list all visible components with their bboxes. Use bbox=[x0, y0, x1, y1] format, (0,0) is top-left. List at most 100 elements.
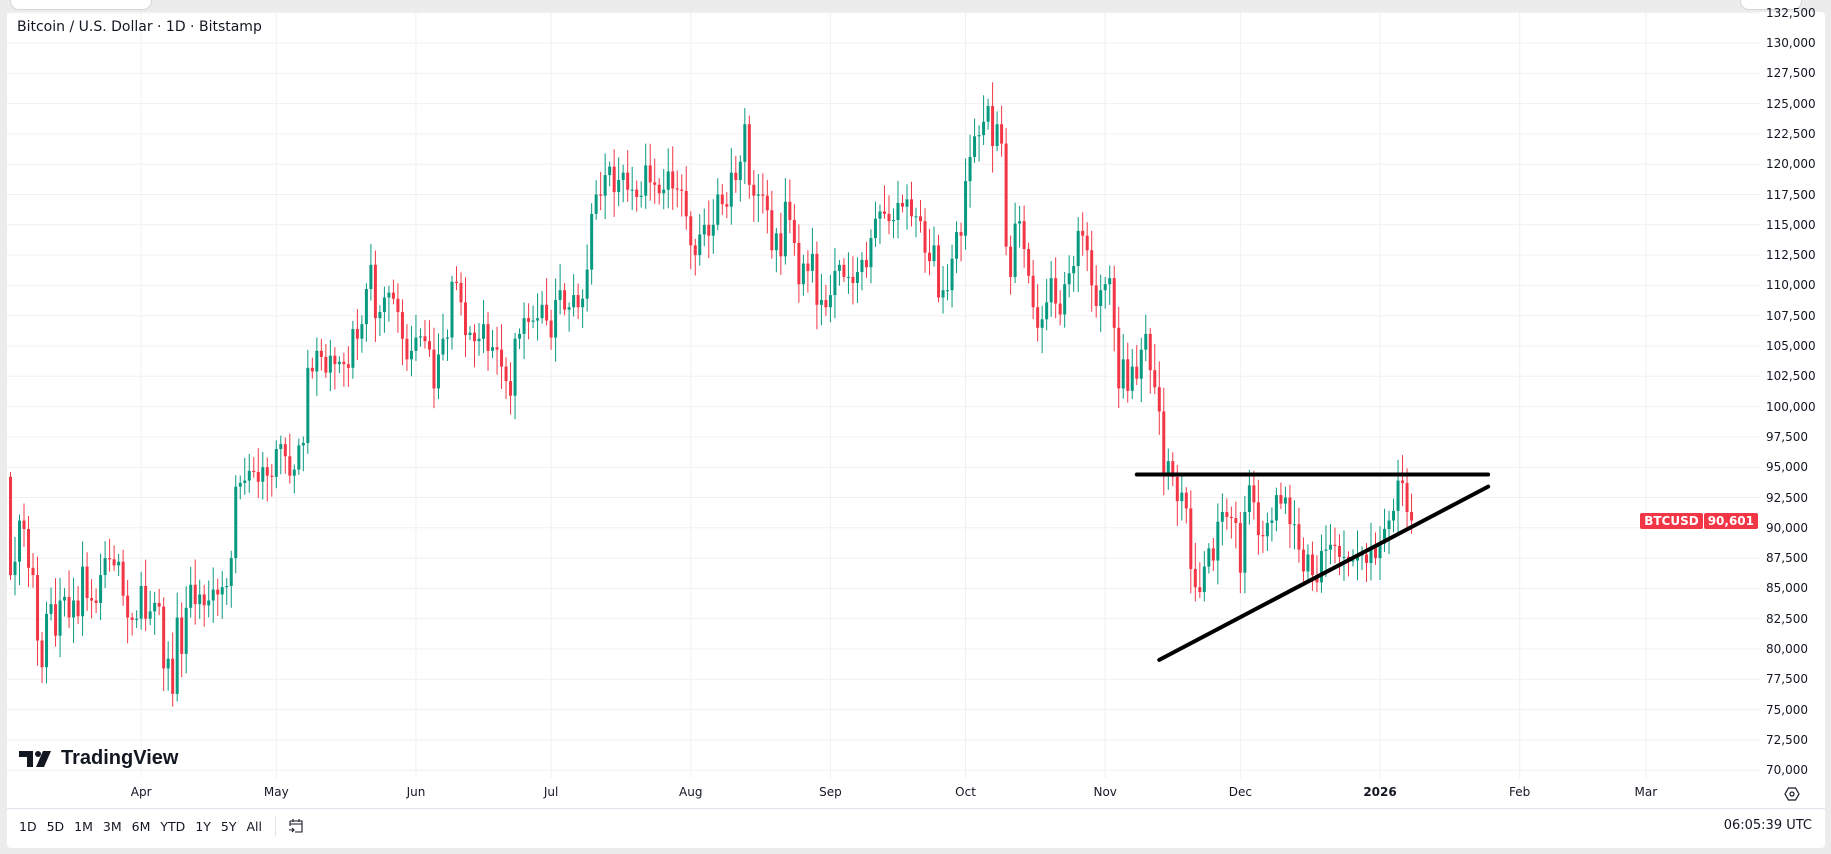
candle-body bbox=[536, 318, 540, 321]
candle bbox=[351, 320, 355, 379]
candle-body bbox=[707, 224, 711, 236]
range-5d-button[interactable]: 5D bbox=[46, 818, 65, 834]
candle bbox=[761, 173, 765, 214]
candle-body bbox=[1401, 480, 1405, 483]
divider bbox=[7, 808, 1825, 809]
price-tick-label: 70,000 bbox=[1766, 763, 1808, 778]
candle bbox=[797, 224, 801, 303]
candle bbox=[346, 346, 350, 387]
candle-body bbox=[108, 558, 112, 560]
candle-body bbox=[761, 194, 765, 196]
candle bbox=[54, 578, 58, 647]
candle bbox=[1081, 212, 1085, 256]
candle-body bbox=[283, 444, 287, 457]
candle-body bbox=[279, 444, 283, 450]
candle-body bbox=[518, 333, 522, 339]
candle-body bbox=[482, 324, 486, 339]
candle bbox=[878, 204, 882, 244]
settings-icon[interactable] bbox=[1784, 786, 1800, 802]
candle-body bbox=[328, 355, 332, 373]
candle-body bbox=[1036, 307, 1040, 328]
price-tick-label: 85,000 bbox=[1766, 581, 1808, 596]
range-ytd-button[interactable]: YTD bbox=[160, 818, 186, 834]
candle bbox=[265, 457, 269, 502]
range-6m-button[interactable]: 6M bbox=[131, 818, 151, 834]
candle-body bbox=[1283, 497, 1287, 504]
range-1m-button[interactable]: 1M bbox=[74, 818, 93, 834]
candle-body bbox=[572, 295, 576, 308]
candle-body bbox=[1216, 521, 1220, 561]
candle-body bbox=[968, 156, 972, 182]
candle-body bbox=[1207, 548, 1211, 567]
range-1y-button[interactable]: 1Y bbox=[195, 818, 211, 834]
candle bbox=[1135, 345, 1139, 386]
candle bbox=[1103, 276, 1107, 309]
candle bbox=[873, 201, 877, 247]
candle-body bbox=[928, 252, 932, 262]
candle bbox=[919, 200, 923, 233]
time-tick-label: Jun bbox=[406, 785, 426, 799]
candle-body bbox=[94, 600, 98, 603]
candle bbox=[81, 541, 85, 636]
candle-body bbox=[491, 347, 495, 351]
range-3m-button[interactable]: 3M bbox=[102, 818, 122, 834]
candle-body bbox=[1342, 556, 1346, 558]
logo-text: TradingView bbox=[61, 747, 179, 769]
candle bbox=[1067, 255, 1071, 298]
candle-body bbox=[238, 482, 242, 487]
candle-body bbox=[9, 476, 12, 576]
candle-body bbox=[184, 607, 188, 654]
candle bbox=[157, 588, 161, 616]
candle bbox=[1324, 525, 1328, 577]
price-tick-label: 105,000 bbox=[1766, 339, 1816, 353]
candle bbox=[378, 305, 382, 336]
candle bbox=[18, 514, 22, 586]
price-tick-label: 82,500 bbox=[1766, 611, 1808, 626]
candle-body bbox=[1013, 223, 1017, 277]
candle-body bbox=[1319, 550, 1323, 583]
candle bbox=[1045, 279, 1049, 331]
candle bbox=[63, 588, 67, 617]
candle-body bbox=[801, 263, 805, 285]
range-all-button[interactable]: All bbox=[246, 818, 263, 834]
price-tick-label: 80,000 bbox=[1766, 642, 1808, 656]
candle bbox=[968, 134, 972, 208]
candle-body bbox=[301, 442, 305, 446]
candle bbox=[27, 516, 31, 588]
candle bbox=[1333, 527, 1337, 564]
candle bbox=[310, 357, 314, 379]
time-tick-label: Mar bbox=[1634, 785, 1658, 799]
grid bbox=[7, 12, 1760, 778]
candle-body bbox=[247, 470, 251, 481]
candle-body bbox=[1274, 495, 1278, 521]
candle bbox=[1243, 496, 1247, 594]
candle-body bbox=[1130, 366, 1134, 391]
candle-body bbox=[846, 276, 850, 278]
candle bbox=[549, 309, 553, 350]
candle-body bbox=[1094, 285, 1098, 307]
candle-body bbox=[1126, 359, 1130, 391]
tradingview-logo[interactable]: TradingView bbox=[19, 747, 178, 770]
candle-body bbox=[810, 253, 814, 271]
candle-body bbox=[1405, 482, 1409, 513]
candle-body bbox=[234, 486, 238, 559]
candle bbox=[1202, 551, 1206, 602]
candle bbox=[689, 211, 693, 270]
candle-body bbox=[752, 184, 756, 196]
utc-clock[interactable]: 06:05:39 UTC bbox=[1723, 818, 1812, 833]
candle-body bbox=[770, 210, 774, 251]
range-1d-button[interactable]: 1D bbox=[19, 818, 37, 834]
candle bbox=[864, 241, 868, 278]
candle-body bbox=[265, 467, 269, 476]
range-5y-button[interactable]: 5Y bbox=[220, 818, 237, 834]
go-to-date-calendar-icon[interactable] bbox=[286, 816, 306, 836]
candle-body bbox=[1072, 266, 1076, 274]
candle bbox=[382, 286, 386, 333]
candle bbox=[220, 571, 224, 619]
candle bbox=[567, 302, 571, 332]
candle-body bbox=[756, 194, 760, 196]
candle-body bbox=[171, 658, 175, 694]
candle bbox=[765, 179, 769, 234]
candle-body bbox=[292, 469, 296, 476]
